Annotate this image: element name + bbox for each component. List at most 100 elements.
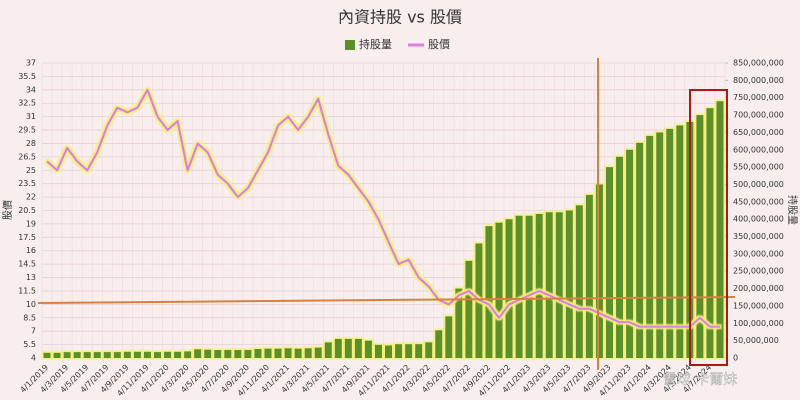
legend-swatch [345, 40, 355, 50]
bar [254, 348, 262, 358]
bar [143, 351, 151, 358]
bar [435, 330, 443, 358]
y-tick-label: 37 [26, 59, 36, 68]
bar [174, 351, 182, 358]
bar [676, 125, 684, 359]
bar [636, 142, 644, 358]
y-tick-label: 34 [26, 85, 36, 94]
y-tick-label: 7 [31, 327, 36, 336]
bar [334, 338, 342, 358]
bar [83, 352, 91, 358]
y2-tick-label: 350,000,000 [733, 232, 784, 241]
bar [164, 351, 172, 358]
y-tick-label: 14.5 [18, 260, 36, 269]
bar [354, 338, 362, 358]
y2-tick-label: 400,000,000 [733, 215, 784, 224]
y-tick-label: 23.5 [18, 179, 36, 188]
bar [465, 260, 473, 358]
bar [485, 226, 493, 358]
bar [224, 350, 232, 358]
y-tick-label: 31 [26, 112, 36, 121]
y-tick-label: 13 [26, 273, 36, 282]
bar [374, 344, 382, 358]
y-axis-title: 股價 [1, 200, 14, 220]
y-tick-label: 22 [26, 193, 36, 202]
bar [214, 350, 222, 358]
bar [515, 215, 523, 358]
bar [244, 350, 252, 358]
y2-tick-label: 100,000,000 [733, 319, 784, 328]
bar [133, 351, 141, 358]
bar [405, 344, 413, 358]
bar [364, 340, 372, 358]
bar [294, 348, 302, 358]
bar [274, 348, 282, 358]
bar [194, 349, 202, 358]
y2-tick-label: 200,000,000 [733, 284, 784, 293]
bar [63, 352, 71, 358]
y-tick-label: 16 [26, 246, 36, 255]
bar [616, 156, 624, 358]
bar [113, 352, 121, 358]
y2-tick-label: 150,000,000 [733, 301, 784, 310]
bar [565, 210, 573, 358]
bar [535, 213, 543, 358]
bar [43, 352, 51, 358]
y2-tick-label: 650,000,000 [733, 128, 784, 137]
annotation-line [37, 296, 736, 304]
y-tick-label: 32.5 [18, 99, 36, 108]
bar [103, 352, 111, 358]
annotation-box [689, 89, 728, 366]
bar [234, 350, 242, 358]
bar [595, 184, 603, 358]
y2-tick-label: 750,000,000 [733, 93, 784, 102]
y2-tick-label: 50,000,000 [733, 336, 779, 345]
bar [555, 212, 563, 358]
y2-tick-label: 300,000,000 [733, 249, 784, 258]
bar [455, 288, 463, 358]
y-tick-label: 5.5 [23, 340, 36, 349]
bar [656, 132, 664, 358]
bar [385, 345, 393, 358]
y-tick-label: 28 [26, 139, 36, 148]
y-tick-label: 19 [26, 219, 36, 228]
bar [324, 342, 332, 358]
bar [666, 128, 674, 358]
bar [696, 115, 704, 358]
y-tick-label: 20.5 [18, 206, 36, 215]
y2-tick-label: 800,000,000 [733, 76, 784, 85]
y-tick-label: 29.5 [18, 126, 36, 135]
y2-tick-label: 600,000,000 [733, 145, 784, 154]
bar [626, 149, 634, 358]
y2-tick-label: 0 [733, 354, 738, 363]
y-tick-label: 35.5 [18, 72, 36, 81]
bar [93, 352, 101, 358]
y-tick-label: 10 [26, 300, 36, 309]
y-tick-label: 4 [31, 354, 36, 363]
bar [284, 348, 292, 358]
bar [314, 347, 322, 358]
bar [204, 349, 212, 358]
bar [73, 352, 81, 358]
bar [344, 338, 352, 358]
bar [525, 215, 533, 358]
y2-tick-label: 850,000,000 [733, 59, 784, 68]
y-tick-label: 8.5 [23, 313, 36, 322]
bar [415, 344, 423, 358]
watermark: 雪球 卡爾妹 [663, 372, 737, 388]
y-tick-label: 25 [26, 166, 36, 175]
bar [716, 101, 724, 359]
bar [304, 348, 312, 358]
y2-tick-label: 550,000,000 [733, 163, 784, 172]
y2-tick-label: 450,000,000 [733, 197, 784, 206]
y2-axis-title: 持股量 [786, 195, 799, 225]
bar [445, 316, 453, 358]
bar [184, 351, 192, 358]
y-tick-label: 26.5 [18, 152, 36, 161]
chart-title: 內資持股 vs 股價 [338, 8, 462, 27]
bar [425, 342, 433, 358]
bar [505, 219, 513, 358]
bar [575, 205, 583, 358]
y2-tick-label: 250,000,000 [733, 267, 784, 276]
